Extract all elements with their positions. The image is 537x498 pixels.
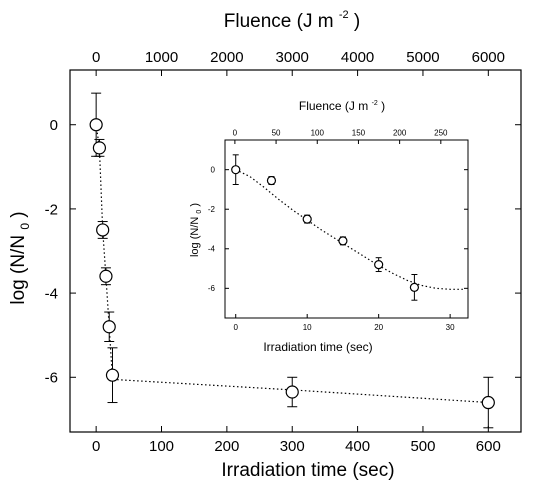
inset-data-point-3: [338, 236, 348, 246]
inset-top-tick-label-3: 150: [352, 129, 366, 138]
inset-y-axis-title-sub: 0: [196, 210, 203, 214]
main-tick-layer: 0 100 200 300 400 500 6000 1000 2000 3000 4000 5000…: [45, 49, 521, 455]
main-y-tick-label-0: 0: [50, 117, 58, 134]
main-data-point-7: [481, 395, 495, 410]
inset-data-point-1: [266, 175, 277, 186]
inset-data-point-0: [231, 165, 241, 175]
main-y-axis-title-main: log (N/N: [8, 235, 29, 305]
inset-x-tick-label-3: 30: [446, 323, 455, 332]
main-y-tick-label-2: -4: [45, 285, 58, 302]
inset-x-tick-label-0: 0: [233, 323, 238, 332]
inset-top-axis-title-main: Fluence (J m: [299, 99, 368, 113]
inset-top-tick-label-4: 200: [393, 129, 407, 138]
main-x-axis-title: Irradiation time (sec): [221, 460, 394, 481]
main-x-tick-label-4: 400: [345, 438, 370, 455]
main-x-tick-label-2: 200: [214, 438, 239, 455]
inset-y-tick-label-3: -6: [208, 284, 216, 293]
main-x-tick-label-6: 600: [476, 438, 501, 455]
main-x-tick-label-0: 0: [92, 438, 100, 455]
inset-top-tick-label-5: 250: [434, 129, 448, 138]
inset-y-axis-title-close: ): [189, 203, 201, 207]
main-y-axis-title-close: ): [8, 211, 29, 217]
main-x-tick-label-1: 100: [149, 438, 174, 455]
main-data-point-6: [285, 385, 299, 399]
inset-fit-layer: [235, 169, 465, 290]
main-top-tick-label-6: 6000: [472, 49, 505, 66]
inset-y-tick-label-2: -4: [208, 245, 216, 254]
inset-data-point-5: [409, 282, 419, 292]
main-data-point-1: [92, 141, 107, 155]
inset-plot-frame: [224, 139, 469, 319]
main-top-tick-label-4: 4000: [341, 49, 374, 66]
main-plot-frame: [69, 69, 522, 433]
main-y-tick-label-3: -6: [45, 370, 58, 387]
inset-point-layer: [231, 154, 419, 301]
main-y-axis-title-sub: 0: [18, 223, 32, 230]
main-top-axis-title-close: ): [354, 11, 360, 32]
inset-y-axis-title-main: log (N/N: [189, 217, 201, 257]
main-top-axis-title-sup: -2: [339, 9, 349, 21]
main-fit-layer: [95, 124, 489, 404]
main-top-axis-title-main: Fluence (J m: [224, 11, 334, 32]
main-data-point-3: [99, 269, 113, 283]
main-x-tick-label-3: 300: [280, 438, 305, 455]
inset-top-axis-title: Fluence (J m -2 ): [299, 94, 385, 113]
inset-top-axis-title-close: ): [381, 99, 385, 113]
main-fit-line-0: [95, 124, 489, 404]
inset-top-tick-label-2: 100: [311, 129, 325, 138]
inset-tick-layer: 0 10 20 30 0 50 100 150 200 250 0 -2 -4 -6: [208, 129, 468, 332]
inset-y-axis-title: log (N/N 0 ): [189, 203, 204, 257]
inset-y-tick-label-0: 0: [211, 166, 216, 175]
main-top-tick-label-2: 2000: [210, 49, 243, 66]
main-top-tick-label-3: 3000: [276, 49, 309, 66]
inset-top-axis-title-sup: -2: [372, 100, 378, 107]
inset-data-point-2: [302, 214, 312, 224]
inset-x-tick-label-2: 20: [374, 323, 383, 332]
inset-fit-line-0: [235, 169, 465, 290]
inset-chart: 0 10 20 30 0 50 100 150 200 250 0 -2 -4 -6 Irradiatio…: [189, 94, 469, 354]
inset-x-tick-label-1: 10: [303, 323, 312, 332]
main-top-tick-label-5: 5000: [406, 49, 439, 66]
main-y-axis-title: log (N/N 0 ): [8, 211, 34, 304]
inset-top-tick-label-0: 0: [233, 129, 238, 138]
main-data-point-0: [89, 118, 103, 132]
main-data-point-4: [102, 320, 116, 334]
main-top-tick-label-1: 1000: [145, 49, 178, 66]
main-top-tick-label-0: 0: [92, 49, 100, 66]
main-top-axis-title: Fluence (J m -2 ): [224, 2, 360, 32]
main-data-point-5: [105, 368, 120, 382]
inset-y-tick-label-1: -2: [208, 205, 216, 214]
inset-x-axis-title: Irradiation time (sec): [263, 340, 372, 354]
main-point-layer: [89, 92, 495, 429]
inset-top-tick-label-1: 50: [272, 129, 281, 138]
inset-data-point-4: [374, 260, 384, 270]
main-data-point-2: [96, 223, 110, 237]
main-y-tick-label-1: -2: [45, 201, 58, 218]
main-x-tick-label-5: 500: [410, 438, 435, 455]
main-chart: 0 100 200 300 400 500 6000 1000 2000 3000 4000 5000…: [8, 2, 522, 481]
